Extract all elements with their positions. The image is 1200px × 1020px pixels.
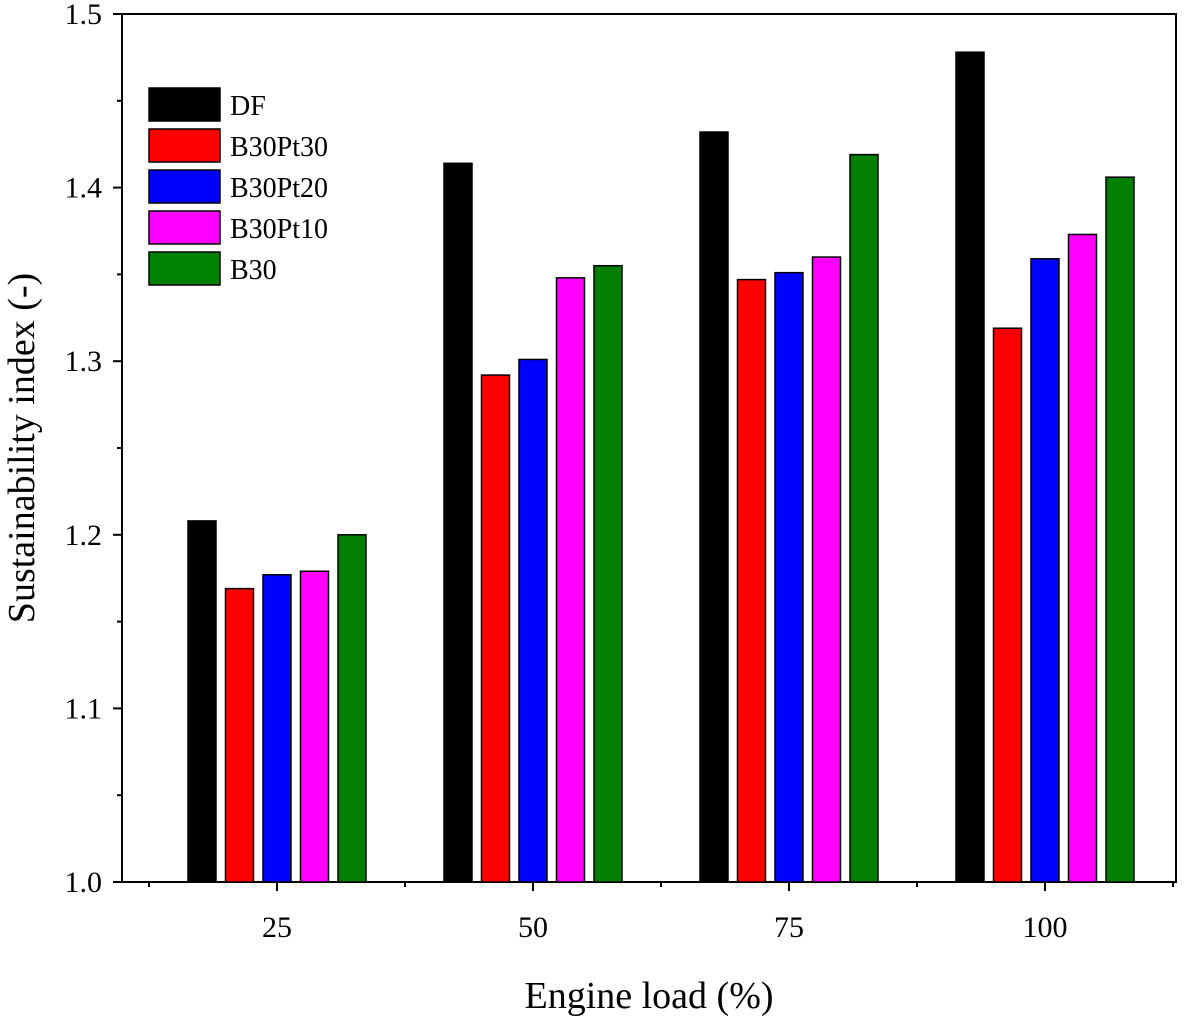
y-tick-label: 1.4 [65,172,103,205]
legend-swatch-b30 [148,251,221,286]
ticks-layer: 1.0 1.1 1.2 1.3 1.4 1.5 25 50 75 100 [65,0,1174,944]
legend: DF B30Pt30 B30Pt20 B30Pt10 B30 [148,87,328,286]
y-axis-title: Sustainability index (-) [1,273,43,623]
bar-b30pt20-50 [518,358,548,883]
x-tick-label: 50 [518,911,548,944]
legend-label-b30: B30 [230,255,277,286]
legend-label-df: DF [230,91,266,122]
legend-label-b30pt20: B30Pt20 [230,173,328,204]
bar-b30pt30-50 [480,374,511,883]
bar-b30pt20-100 [1030,258,1060,883]
bars-layer [187,51,1135,883]
bar-b30pt30-75 [736,278,767,883]
bar-b30-25 [337,534,367,883]
bar-df-50 [443,162,473,883]
x-axis-title: Engine load (%) [524,975,773,1017]
bar-b30pt10-50 [555,277,586,883]
legend-swatch-b30pt20 [148,169,221,204]
legend-label-b30pt30: B30Pt30 [230,132,328,163]
bar-b30pt10-100 [1067,233,1098,883]
bar-b30-100 [1105,176,1135,883]
bar-df-75 [699,131,729,883]
x-tick-label: 25 [262,911,292,944]
bar-b30pt10-75 [811,256,842,883]
y-tick-label: 1.3 [65,345,103,378]
bar-b30pt30-100 [992,327,1023,883]
y-tick-label: 1.0 [65,866,103,899]
bar-b30pt20-75 [774,271,804,883]
y-tick-label: 1.5 [65,0,103,31]
legend-swatch-b30pt10 [148,210,221,245]
legend-label-b30pt10: B30Pt10 [230,214,328,245]
x-tick-label: 100 [1023,911,1068,944]
bar-b30pt30-25 [224,587,255,883]
bar-df-25 [187,520,217,883]
y-tick-label: 1.2 [65,519,103,552]
y-tick-label: 1.1 [65,692,103,725]
legend-swatch-b30pt30 [148,128,221,163]
x-tick-label: 75 [774,911,804,944]
bar-b30-75 [849,153,879,883]
bar-df-100 [955,51,985,883]
bar-b30pt10-25 [299,570,330,883]
legend-swatch-df [148,87,221,122]
bar-b30pt20-25 [262,573,292,883]
bar-b30-50 [593,264,623,883]
